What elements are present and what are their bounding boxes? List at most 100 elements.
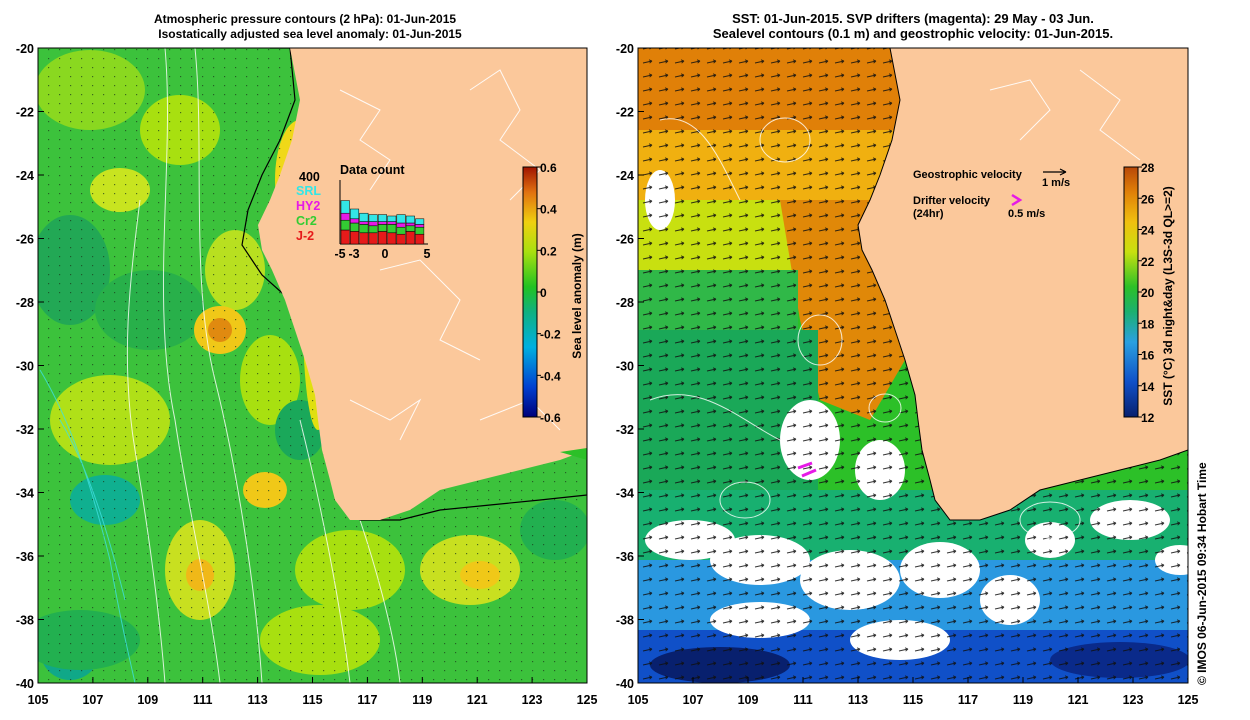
colorbar-tick-label: -0.2 <box>540 328 561 342</box>
x-tick-label: 113 <box>848 693 868 707</box>
inset-x-tick-label: 5 <box>424 247 431 261</box>
colorbar-tick-label: 12 <box>1141 411 1155 425</box>
colorbar-tick-label: 18 <box>1141 317 1155 331</box>
sla-map <box>38 48 587 683</box>
inset-x-tick-label: 0 <box>382 247 389 261</box>
inset-bar-segment <box>359 221 369 225</box>
y-tick-label: -36 <box>616 550 634 564</box>
inset-bar-segment <box>368 232 378 245</box>
inset-bar-segment <box>359 232 369 245</box>
inset-bar-segment <box>396 226 406 235</box>
x-tick-label: 125 <box>577 693 598 707</box>
y-tick-label: -34 <box>616 487 634 501</box>
y-tick-label: -20 <box>16 42 34 56</box>
inset-bar-segment <box>350 208 360 220</box>
inset-bar-segment <box>350 218 360 224</box>
colorbar-tick-label: 16 <box>1141 349 1155 363</box>
x-tick-label: 119 <box>412 693 432 707</box>
sla-colorbar-label: Sea level anomaly (m) <box>570 233 584 358</box>
mission-label: SRL <box>296 184 321 198</box>
x-tick-label: 115 <box>903 693 923 707</box>
y-tick-label: -30 <box>616 360 634 374</box>
australia-land <box>258 48 587 520</box>
inset-max-label: 400 <box>299 170 320 184</box>
imos-credit: © IMOS 06-Jun-2015 09:34 Hobart Time <box>1195 462 1209 685</box>
colorbar-tick-label: 24 <box>1141 224 1155 238</box>
inset-bar-segment <box>368 225 378 234</box>
x-tick-label: 109 <box>738 693 759 707</box>
inset-bar-segment <box>368 214 378 222</box>
inset-bar-segment <box>368 221 378 227</box>
geostrophic-velocity-label: Geostrophic velocity <box>913 169 1023 181</box>
inset-bar-segment <box>359 224 369 234</box>
inset-bar-segment <box>340 200 350 214</box>
inset-bar-segment <box>387 224 397 234</box>
y-tick-label: -38 <box>16 614 34 628</box>
y-tick-label: -22 <box>616 106 634 120</box>
sea-level-contours <box>649 117 1081 539</box>
drifter-track <box>797 461 817 478</box>
sla-colorbar <box>522 166 538 418</box>
inset-bar-segment <box>396 233 406 245</box>
colorbar-tick-label: 0.4 <box>540 203 557 217</box>
inset-bar-segment <box>377 231 387 245</box>
land-contours <box>989 69 1141 161</box>
inset-title: Data count <box>340 163 405 177</box>
inset-bar-segment <box>350 222 360 232</box>
inset-bar-segment <box>405 222 415 227</box>
colorbar-tick-label: 0 <box>540 286 547 300</box>
sst-colorbar-label: SST (°C) 3d night&day (L3S-3d QL>=2) <box>1161 186 1175 406</box>
inset-bar-segment <box>359 212 369 222</box>
x-tick-label: 119 <box>1013 693 1033 707</box>
inset-x-ticks: -5 -3 0 5 <box>334 247 430 261</box>
drifter-interval-label: (24hr) <box>913 208 944 220</box>
colorbar-tick-label: 22 <box>1141 255 1155 269</box>
inset-bar-segment <box>387 221 397 225</box>
colorbar-tick-label: 0.6 <box>540 161 557 175</box>
mission-label: J-2 <box>296 229 314 243</box>
inset-bar-segment <box>415 218 425 225</box>
drifter-scale-label: 0.5 m/s <box>1008 208 1045 220</box>
drifter-velocity-label: Drifter velocity <box>913 195 991 207</box>
y-tick-label: -24 <box>616 169 634 183</box>
inset-bars <box>340 200 425 245</box>
inset-bar-segment <box>405 231 415 245</box>
x-tick-label: 111 <box>793 693 813 707</box>
sla-colorbar-ticks: 0.6 0.4 0.2 0 -0.2 -0.4 -0.6 <box>537 161 561 425</box>
velocity-legend: Geostrophic velocity 1 m/s Drifter veloc… <box>913 168 1070 220</box>
y-tick-label: -40 <box>16 677 34 691</box>
inset-bar-segment <box>377 214 387 222</box>
y-tick-label: -22 <box>16 106 34 120</box>
colorbar-tick-label: 20 <box>1141 286 1155 300</box>
sst-colorbar <box>1123 166 1139 418</box>
x-tick-label: 123 <box>1123 693 1144 707</box>
y-tick-label: -32 <box>16 423 34 437</box>
x-tick-label: 117 <box>958 693 978 707</box>
inset-x-tick-label: -5 <box>334 247 345 261</box>
geostrophic-scale-arrow-icon <box>1043 168 1067 176</box>
left-title-line2: Isostatically adjusted sea level anomaly… <box>158 27 462 41</box>
left-y-axis: -20 -22 -24 -26 -28 -30 -32 -34 -36 -38 -40 <box>16 42 44 691</box>
right-x-axis: 105 107 109 111 113 115 117 119 121 123 125 <box>628 677 1199 707</box>
x-tick-label: 121 <box>1068 693 1089 707</box>
cyan-contours <box>39 369 136 683</box>
x-tick-label: 105 <box>628 693 649 707</box>
sst-colorbar-ticks: 28 26 24 22 20 18 16 14 12 <box>1138 161 1155 425</box>
right-title-line2: Sealevel contours (0.1 m) and geostrophi… <box>713 26 1113 41</box>
inset-bar-segment <box>396 214 406 224</box>
x-tick-label: 113 <box>248 693 268 707</box>
inset-bar-segment <box>340 229 350 245</box>
x-tick-label: 125 <box>1178 693 1199 707</box>
drifter-scale-arrow-icon <box>1011 193 1023 207</box>
y-tick-label: -38 <box>616 614 634 628</box>
australia-land <box>858 48 1188 520</box>
inset-bar-segment <box>377 224 387 232</box>
y-tick-label: -36 <box>16 550 34 564</box>
sst-map <box>638 48 1188 683</box>
y-tick-label: -20 <box>616 42 634 56</box>
inset-bar-segment <box>415 226 425 235</box>
inset-bar-segment <box>387 232 397 245</box>
left-title-line1: Atmospheric pressure contours (2 hPa): 0… <box>154 12 456 26</box>
x-tick-label: 107 <box>82 693 103 707</box>
